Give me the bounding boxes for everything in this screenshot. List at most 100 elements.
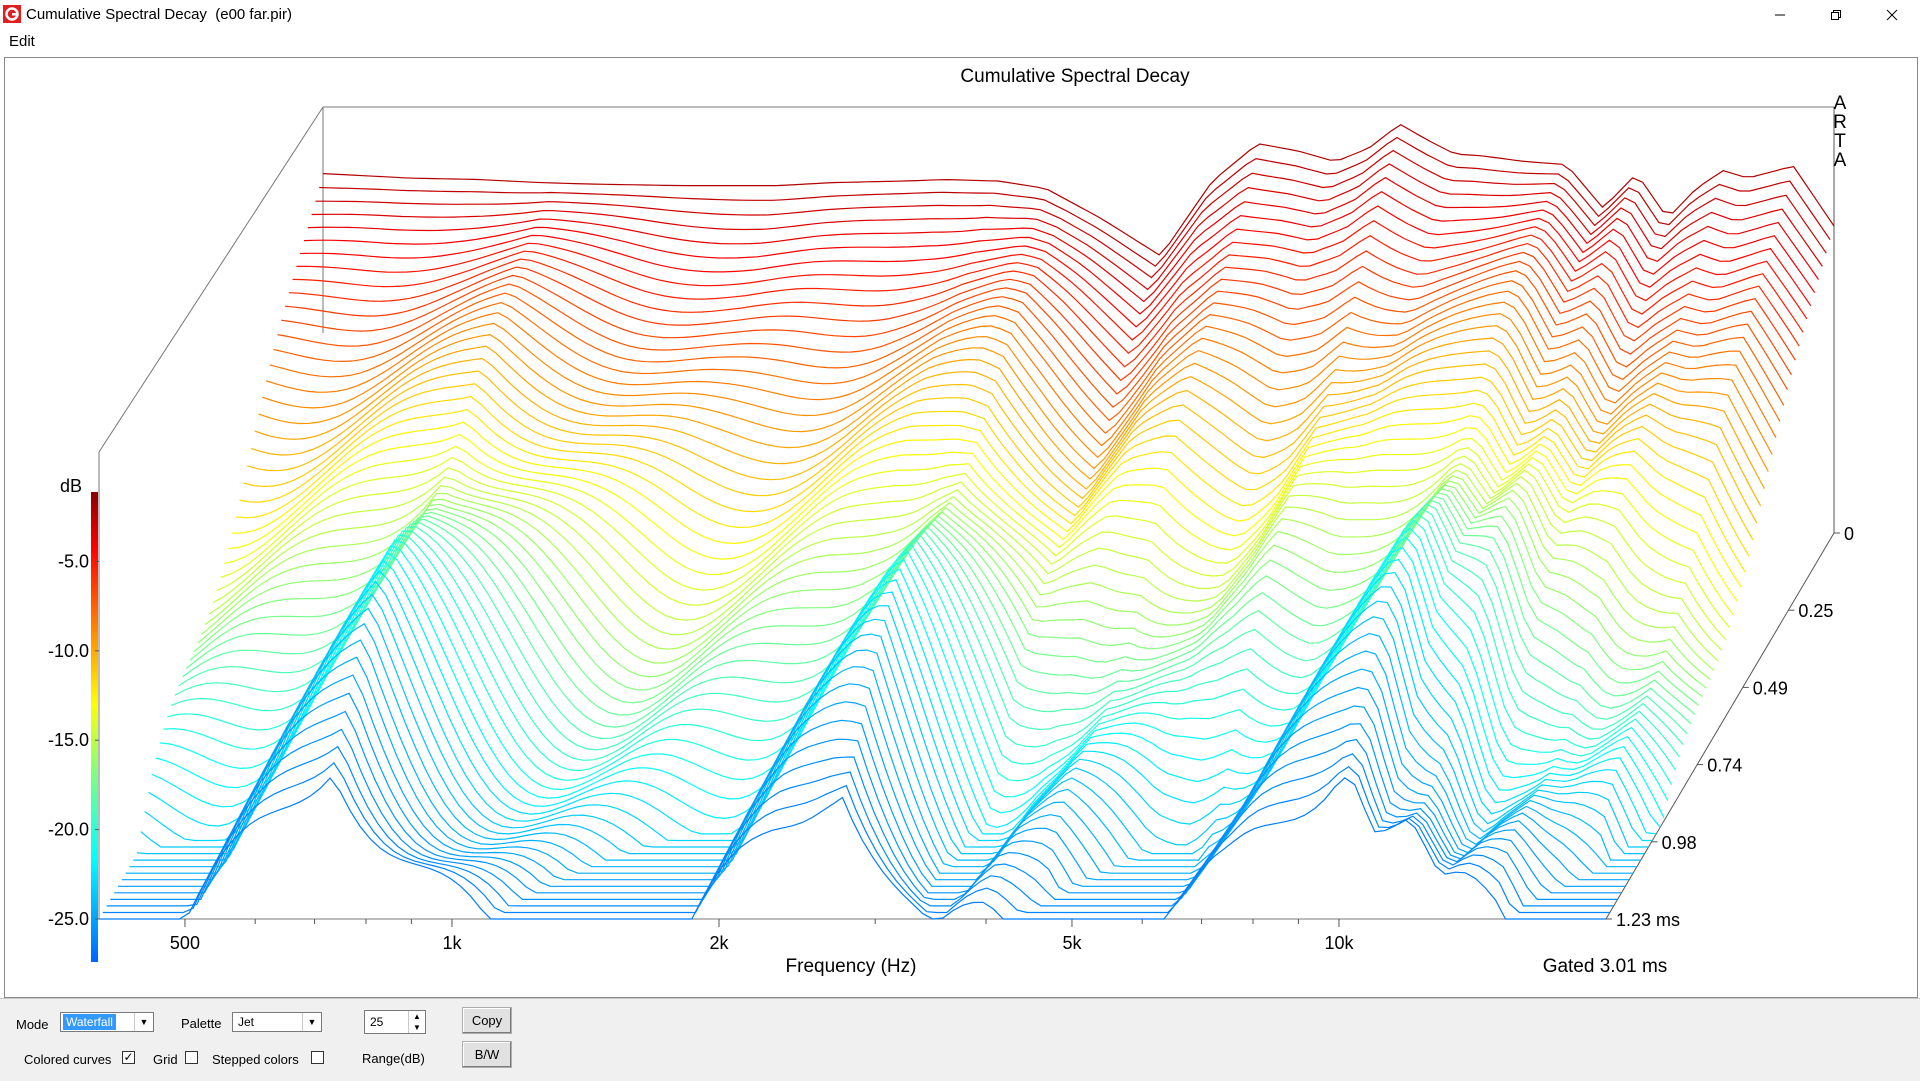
decay-curve (254, 337, 1765, 489)
x-tick-label: 1k (442, 933, 462, 953)
mode-label: Mode (16, 1017, 49, 1032)
decay-curve (231, 415, 1742, 588)
decay-curve (193, 488, 1703, 698)
decay-curve (292, 234, 1804, 354)
y-tick-label: -5.0 (58, 551, 89, 571)
time-tick-label: 0 (1844, 524, 1854, 544)
range-label: Range(dB) (362, 1051, 425, 1066)
stepped-colors-checkbox[interactable] (311, 1051, 324, 1064)
decay-curve (265, 301, 1777, 447)
colored-curves-checkbox[interactable]: ✓ (122, 1050, 135, 1064)
y-axis-ticks: -5.0 -10.0 -15.0 -20.0 -25.0 (48, 551, 99, 929)
menu-item-edit[interactable]: Edit (9, 33, 35, 50)
decay-curve (178, 503, 1688, 740)
chevron-down-icon[interactable]: ▼ (302, 1013, 321, 1031)
decay-curve (228, 427, 1738, 602)
decay-curve (322, 123, 1835, 256)
close-button[interactable] (1864, 0, 1920, 30)
chart-title: Cumulative Spectral Decay (960, 66, 1190, 87)
colorbar (91, 492, 98, 962)
decay-curve (133, 622, 1641, 861)
menu-bar: Edit (0, 30, 1920, 54)
time-tick-label: 0.74 (1707, 756, 1742, 776)
decay-curve (273, 280, 1785, 422)
decay-curve (129, 639, 1637, 868)
colored-curves-label: Colored curves (24, 1052, 112, 1067)
decay-curve (121, 674, 1630, 881)
close-icon (1886, 9, 1898, 21)
decay-curve (204, 475, 1715, 671)
decay-curve (148, 569, 1657, 835)
decay-curve (258, 325, 1769, 472)
decay-curve (269, 290, 1781, 435)
stepped-colors-label: Stepped colors (212, 1052, 299, 1067)
restore-icon (1831, 10, 1841, 20)
y-tick-label: -15.0 (48, 730, 89, 750)
gated-label: Gated 3.01 ms (1543, 956, 1668, 977)
plot-area: Cumulative Spectral Decay A R T A dB -5.… (4, 57, 1918, 998)
x-axis-label: Frequency (Hz) (786, 956, 917, 977)
mode-select[interactable]: Waterfall ▼ (60, 1012, 154, 1032)
palette-select[interactable]: Jet ▼ (232, 1012, 322, 1032)
decay-curve (106, 745, 1614, 907)
decay-curve (189, 492, 1700, 706)
decay-curve (159, 536, 1669, 801)
spinner-arrows-icon[interactable]: ▲ ▼ (408, 1011, 425, 1033)
decay-curve (174, 508, 1684, 751)
range-value: 25 (370, 1015, 384, 1029)
mode-value: Waterfall (63, 1014, 116, 1030)
decay-curve (197, 484, 1707, 689)
decay-curve (185, 495, 1696, 716)
x-axis-ticks: 500 1k 2k 5k 10k (170, 919, 1354, 953)
x-tick-label: 500 (170, 933, 200, 953)
decay-curve (296, 219, 1808, 341)
decay-curve (239, 389, 1750, 557)
y-tick-label: -25.0 (48, 909, 89, 929)
title-bar: Cumulative Spectral Decay (e00 far.pir) (0, 0, 1920, 30)
colorbar-label: dB (60, 476, 82, 496)
frame-line (98, 106, 324, 453)
grid-checkbox[interactable] (185, 1051, 198, 1064)
bw-button[interactable]: B/W (462, 1041, 512, 1068)
decay-curve (136, 607, 1645, 855)
decay-curve (300, 205, 1812, 328)
decay-curve (151, 558, 1661, 829)
decay-curves (99, 123, 1835, 920)
arta-brand: A R T A (1833, 93, 1847, 171)
decay-curve (281, 260, 1793, 395)
decay-curve (307, 176, 1819, 303)
x-tick-label: 10k (1324, 933, 1354, 953)
app-icon (3, 5, 21, 23)
decay-curve (220, 447, 1731, 629)
minimize-icon (1775, 14, 1785, 16)
decay-curve (319, 136, 1831, 267)
x-tick-label: 2k (709, 933, 729, 953)
decay-curve (155, 547, 1665, 819)
decay-curve (284, 251, 1796, 382)
brand-letter: R (1833, 112, 1847, 133)
x-tick-label: 5k (1062, 933, 1082, 953)
decay-curve (182, 499, 1692, 728)
copy-button[interactable]: Copy (462, 1007, 512, 1034)
y-tick-label: -20.0 (48, 820, 89, 840)
decay-curve (201, 480, 1711, 680)
decay-curve (315, 149, 1827, 279)
chevron-down-icon[interactable]: ▼ (134, 1013, 153, 1031)
decay-curve (125, 656, 1634, 874)
control-bar: Mode Waterfall ▼ Palette Jet ▼ 25 ▲ ▼ Cop… (0, 998, 1920, 1081)
palette-label: Palette (181, 1016, 222, 1031)
decay-curve (163, 527, 1673, 786)
minimize-button[interactable] (1752, 0, 1808, 30)
range-spinner[interactable]: 25 ▲ ▼ (364, 1010, 426, 1034)
decay-curve (311, 163, 1823, 291)
decay-curve (216, 455, 1727, 641)
decay-curve (102, 762, 1610, 914)
decay-curve (99, 777, 1606, 920)
decay-curve (250, 350, 1762, 507)
time-axis-ticks: 0 0.25 0.49 0.74 0.98 1.23 ms (1606, 524, 1854, 930)
decay-curve (288, 242, 1800, 368)
brand-letter: A (1834, 93, 1847, 114)
decay-curve (118, 692, 1626, 887)
restore-button[interactable] (1808, 0, 1864, 30)
grid-label: Grid (153, 1052, 178, 1067)
